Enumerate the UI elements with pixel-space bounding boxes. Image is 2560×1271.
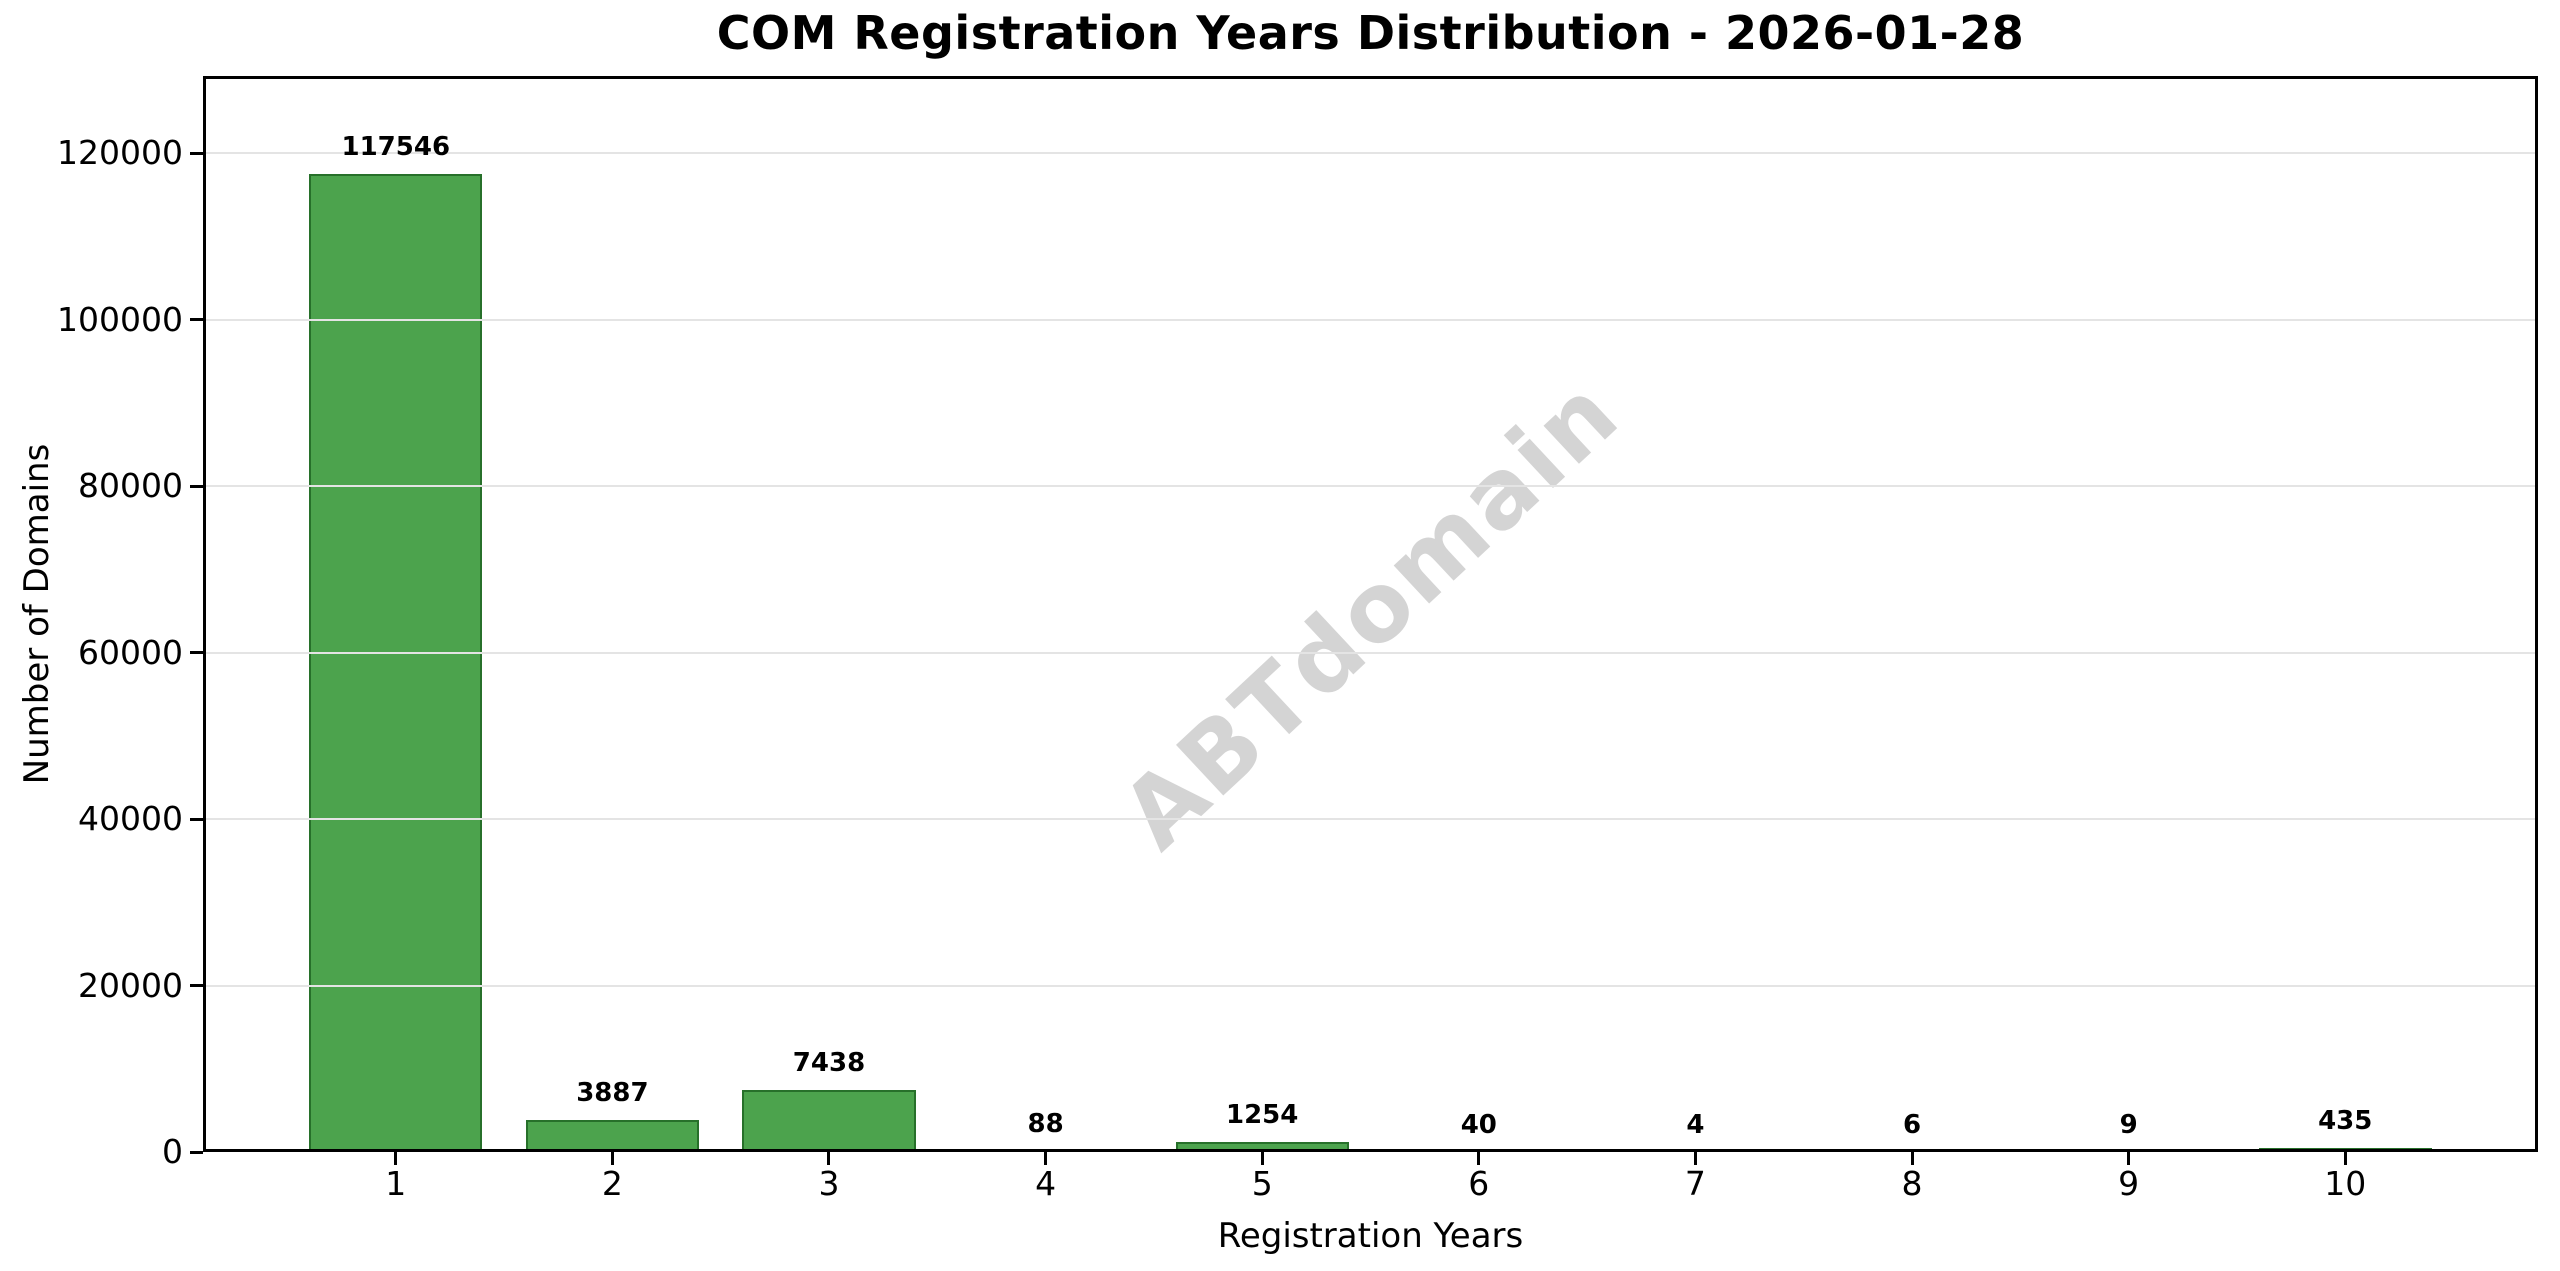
gridline [203, 984, 2538, 987]
bar-value-label: 3887 [576, 1077, 649, 1108]
bar [1825, 1149, 1999, 1152]
bar-value-label: 435 [2318, 1106, 2373, 1137]
x-tick-mark [2127, 1152, 2131, 1165]
bar-value-label: 117546 [341, 131, 451, 162]
x-tick-mark [1044, 1152, 1048, 1165]
y-tick-label: 100000 [57, 299, 183, 339]
y-tick-mark [190, 984, 203, 988]
x-tick-label: 5 [1251, 1164, 1273, 1203]
x-tick-label: 4 [1035, 1164, 1057, 1203]
x-axis-label: Registration Years [1217, 1216, 1524, 1256]
x-tick-mark [1693, 1152, 1697, 1165]
bar [2258, 1148, 2432, 1152]
y-tick-label: 120000 [57, 133, 183, 173]
plot-area: ABTdomain 117546 3887 7438 88 1254 40 4 6 9 435 [203, 76, 2538, 1152]
gridline [203, 651, 2538, 654]
bar-value-label: 9 [2119, 1109, 2138, 1140]
bar [742, 1090, 916, 1152]
bar [2041, 1149, 2216, 1152]
gridline [203, 485, 2538, 488]
x-tick-mark [610, 1152, 614, 1165]
y-tick-mark [190, 817, 203, 821]
bar [525, 1119, 700, 1152]
watermark-text: ABTdomain [1101, 357, 1640, 871]
y-tick-label: 0 [162, 1132, 183, 1171]
y-tick-label: 40000 [78, 799, 183, 839]
x-tick-mark [394, 1152, 398, 1165]
gridline [203, 318, 2538, 321]
x-tick-mark [2343, 1152, 2347, 1165]
x-tick-label: 6 [1468, 1164, 1490, 1203]
x-tick-mark [1477, 1152, 1481, 1165]
bar-value-label: 1254 [1226, 1099, 1299, 1130]
y-tick-mark [190, 484, 203, 488]
bar-value-label: 6 [1902, 1109, 1922, 1140]
chart-title: COM Registration Years Distribution - 20… [716, 6, 2025, 60]
x-tick-label: 1 [385, 1164, 407, 1203]
y-tick-mark [190, 1150, 203, 1154]
gridline [203, 818, 2538, 821]
x-tick-label: 8 [1901, 1164, 1923, 1203]
bar [1175, 1141, 1349, 1152]
gridline [203, 152, 2538, 155]
y-tick-mark [190, 151, 203, 155]
x-tick-label: 7 [1684, 1164, 1706, 1203]
bar-value-label: 40 [1460, 1109, 1497, 1140]
x-tick-label: 9 [2118, 1164, 2140, 1203]
y-tick-label: 20000 [78, 965, 183, 1005]
bar-value-label: 7438 [792, 1048, 866, 1079]
y-tick-label: 80000 [78, 466, 183, 506]
bar [309, 173, 483, 1152]
x-tick-mark [827, 1152, 831, 1165]
y-tick-label: 60000 [78, 632, 183, 672]
x-tick-label: 3 [818, 1164, 840, 1203]
x-tick-label: 2 [601, 1164, 623, 1203]
bar [958, 1149, 1133, 1152]
x-tick-mark [1910, 1152, 1914, 1165]
bar [1608, 1149, 1783, 1152]
x-tick-label: 10 [2324, 1164, 2367, 1203]
x-tick-mark [1260, 1152, 1264, 1165]
bar-value-label: 4 [1686, 1109, 1705, 1140]
bar-value-label: 88 [1027, 1109, 1064, 1140]
y-tick-mark [190, 651, 203, 655]
bar [1392, 1149, 1566, 1152]
y-tick-mark [190, 318, 203, 322]
